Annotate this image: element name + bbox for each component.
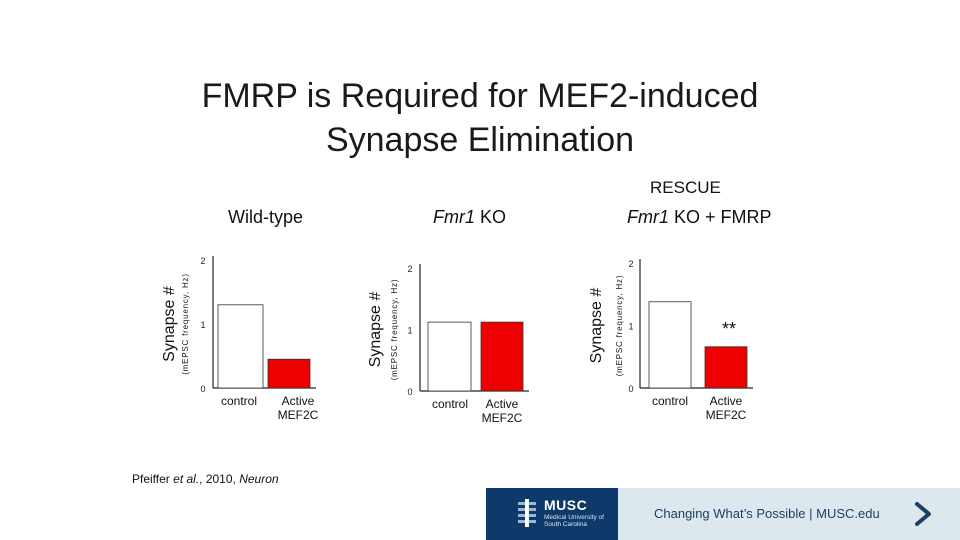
panel-title-fmr1-ko-gene: Fmr1 xyxy=(433,207,475,227)
bar-active-mef2c xyxy=(704,346,748,389)
y-axis-sublabel: (mEPSC frequency, Hz) xyxy=(615,275,624,377)
musc-logo[interactable]: MUSC Medical University of South Carolin… xyxy=(486,488,618,540)
y-tick-label: 0 xyxy=(200,384,205,394)
citation-year: , 2010, xyxy=(199,472,240,486)
logo-name: MUSC xyxy=(544,497,588,513)
y-axis-label: Synapse # xyxy=(367,292,384,368)
x-category-label: Active xyxy=(282,394,315,408)
x-category-label: MEF2C xyxy=(706,408,747,422)
y-tick-label: 2 xyxy=(200,256,205,266)
footer-banner: MUSC Medical University of South Carolin… xyxy=(486,488,960,540)
bar-control xyxy=(427,321,472,392)
x-category-label: control xyxy=(221,394,257,408)
logo-subtitle: Medical University of South Carolina xyxy=(544,514,604,528)
panel-title-fmr1-ko-fmrp: Fmr1 KO + FMRP xyxy=(627,207,772,228)
y-tick-label: 0 xyxy=(407,387,412,397)
y-tick-label: 2 xyxy=(628,259,633,269)
y-axis-sublabel: (mEPSC frequency, Hz) xyxy=(390,279,399,381)
bar-control xyxy=(648,301,692,389)
x-category-label: MEF2C xyxy=(482,411,523,425)
rescue-label: RESCUE xyxy=(650,178,721,197)
bar-active-mef2c xyxy=(480,321,524,392)
slide-title: FMRP is Required for MEF2-induced Synaps… xyxy=(60,74,900,162)
panel-title-fmr1-ko-fmrp-suffix: KO + FMRP xyxy=(669,207,772,227)
panel-title-fmr1-ko: Fmr1 KO xyxy=(433,207,506,228)
y-axis-label: Synapse # xyxy=(588,288,605,364)
panel-title-fmr1-ko-suffix: KO xyxy=(475,207,507,227)
slide-title-line2: Synapse Elimination xyxy=(325,121,635,159)
musc-building-icon xyxy=(518,499,536,527)
y-tick-label: 1 xyxy=(407,326,412,336)
citation: Pfeiffer et al., 2010, Neuron xyxy=(132,472,279,486)
slide-title-line1: FMRP is Required for MEF2-induced xyxy=(201,77,759,115)
x-category-label: control xyxy=(652,394,688,408)
citation-authors: Pfeiffer xyxy=(132,472,174,486)
bar-active-mef2c xyxy=(267,358,311,389)
tagline[interactable]: Changing What’s Possible | MUSC.edu xyxy=(654,506,880,521)
panel-title-wildtype-text: Wild-type xyxy=(228,207,304,227)
y-tick-label: 0 xyxy=(628,384,633,394)
bar-control xyxy=(217,304,264,389)
chevron-right-icon[interactable] xyxy=(914,502,932,526)
panel-title-wildtype: Wild-type xyxy=(228,207,303,228)
citation-etal: et al. xyxy=(173,472,200,486)
x-category-label: Active xyxy=(486,397,519,411)
panel-title-fmr1-ko-fmrp-gene: Fmr1 xyxy=(627,207,669,227)
y-tick-label: 1 xyxy=(628,322,633,332)
x-category-label: control xyxy=(432,397,468,411)
citation-journal: Neuron xyxy=(239,472,279,486)
y-tick-label: 2 xyxy=(407,264,412,274)
significance-annotation: ** xyxy=(722,319,736,339)
x-category-label: Active xyxy=(710,394,743,408)
x-category-label: MEF2C xyxy=(278,408,319,422)
y-axis-sublabel: (mEPSC frequency, Hz) xyxy=(181,273,190,375)
tagline-band: Changing What’s Possible | MUSC.edu xyxy=(618,488,960,540)
y-axis-label: Synapse # xyxy=(161,286,178,362)
y-tick-label: 1 xyxy=(200,320,205,330)
